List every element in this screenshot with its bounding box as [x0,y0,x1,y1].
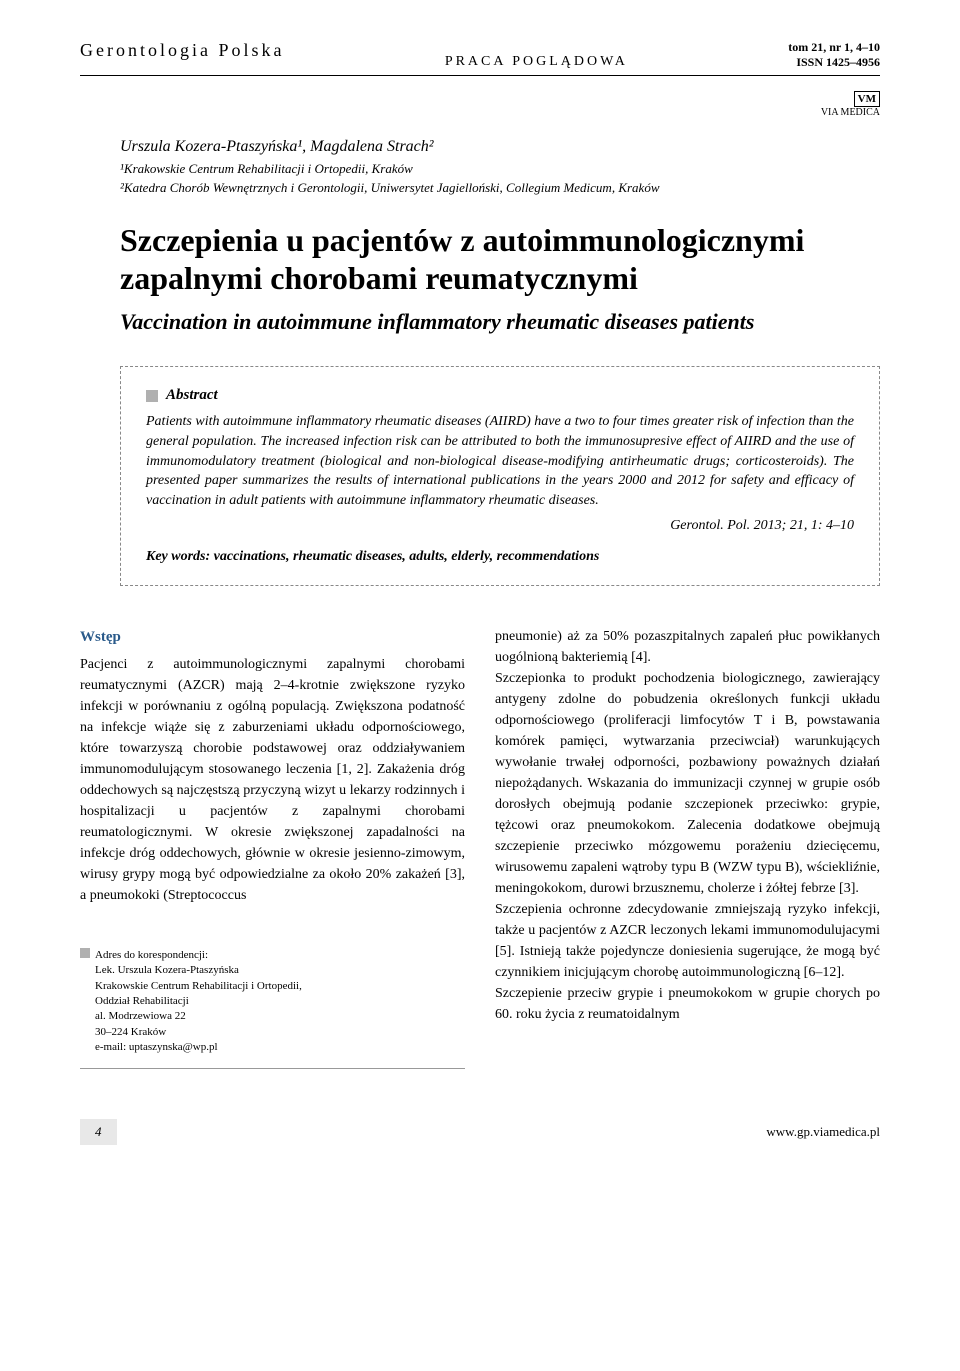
body-paragraph: Szczepienia ochronne zdecydowanie zmniej… [495,899,880,983]
journal-name: Gerontologia Polska [80,40,284,61]
abstract-text: Patients with autoimmune inflammatory rh… [146,412,854,510]
logo-text: VIA MEDICA [821,107,880,118]
article-title-english: Vaccination in autoimmune inflammatory r… [120,308,880,337]
article-title-polish: Szczepienia u pacjentów z autoimmunologi… [120,221,880,298]
issue-info: tom 21, nr 1, 4–10 ISSN 1425–4956 [788,40,880,70]
page-header: Gerontologia Polska PRACA POGLĄDOWA tom … [80,40,880,76]
body-paragraph: pneumonie) aż za 50% pozaszpitalnych zap… [495,626,880,668]
page-footer: 4 www.gp.viamedica.pl [80,1109,880,1145]
page-number: 4 [80,1119,117,1145]
correspondence-name: Lek. Urszula Kozera-Ptaszyńska [95,963,465,978]
footer-url: www.gp.viamedica.pl [766,1124,880,1140]
correspondence-heading: Adres do korespondencji: [95,948,465,963]
article-type: PRACA POGLĄDOWA [445,54,628,70]
issn-line: ISSN 1425–4956 [788,55,880,70]
issue-line: tom 21, nr 1, 4–10 [788,40,880,55]
body-paragraph: Szczepionka to produkt pochodzenia biolo… [495,668,880,899]
section-heading-intro: Wstęp [80,626,465,649]
correspondence-city: 30–224 Kraków [95,1025,465,1040]
correspondence-box: Adres do korespondencji: Lek. Urszula Ko… [80,936,465,1069]
column-right: pneumonie) aż za 50% pozaszpitalnych zap… [495,626,880,1068]
body-paragraph: Szczepienie przeciw grypie i pneumokokom… [495,983,880,1025]
body-text: Wstęp Pacjenci z autoimmunologicznymi za… [80,626,880,1068]
affiliation-1: ¹Krakowskie Centrum Rehabilitacji i Orto… [120,161,880,177]
abstract-box: Abstract Patients with autoimmune inflam… [120,366,880,586]
abstract-citation: Gerontol. Pol. 2013; 21, 1: 4–10 [146,518,854,534]
correspondence-email: e-mail: uptaszynska@wp.pl [95,1040,465,1055]
authors: Urszula Kozera-Ptaszyńska¹, Magdalena St… [120,138,880,156]
correspondence-department: Oddział Rehabilitacji [95,994,465,1009]
keywords: Key words: vaccinations, rheumatic disea… [146,549,854,565]
body-paragraph: Pacjenci z autoimmunologicznymi zapalnym… [80,654,465,906]
affiliation-2: ²Katedra Chorób Wewnętrznych i Gerontolo… [120,180,880,196]
logo-mark: VM [854,91,880,107]
correspondence-street: al. Modrzewiowa 22 [95,1009,465,1024]
abstract-label: Abstract [146,387,854,404]
column-left: Wstęp Pacjenci z autoimmunologicznymi za… [80,626,465,1068]
publisher-logo: VM VIA MEDICA [80,91,880,118]
correspondence-institution: Krakowskie Centrum Rehabilitacji i Ortop… [95,979,465,994]
